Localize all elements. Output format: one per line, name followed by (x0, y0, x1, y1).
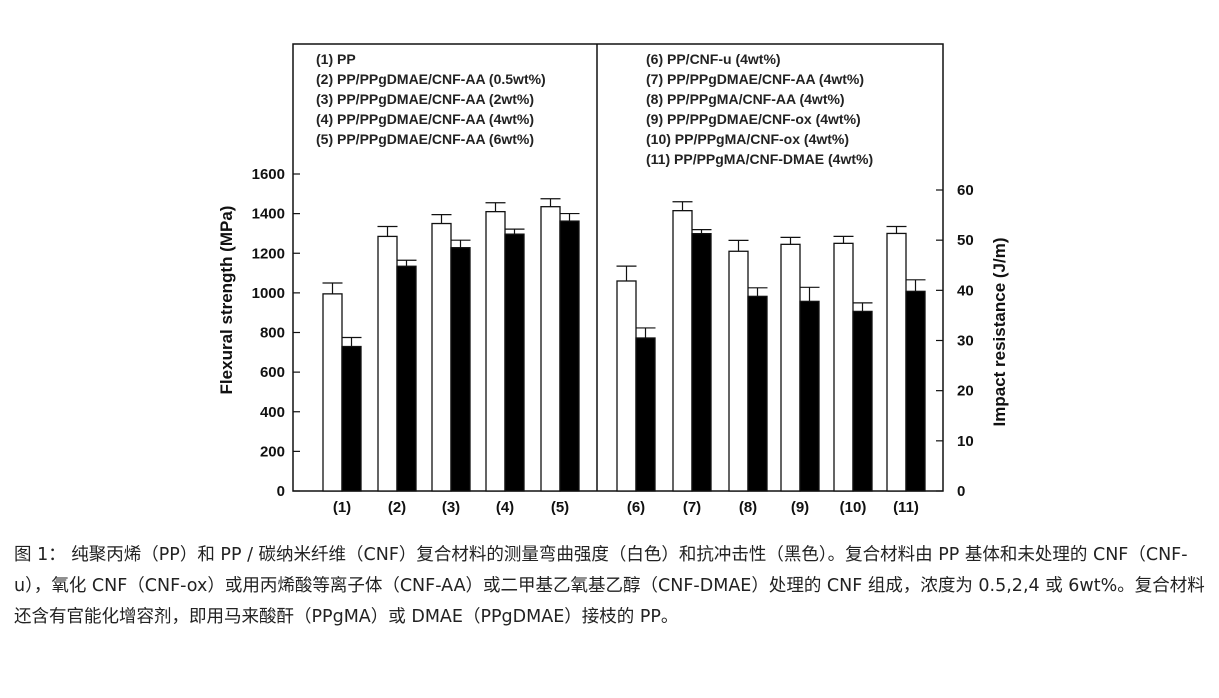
legend-left-entry: (5) PP/PPgDMAE/CNF-AA (6wt%) (316, 131, 534, 147)
flexural-bar (728, 250, 749, 492)
right-tick-label: 20 (957, 383, 974, 400)
right-axis-title: Impact resistance (J/m) (990, 238, 1009, 427)
category-label: (10) (840, 499, 867, 516)
category-label: (3) (442, 499, 460, 516)
impact-bar (905, 290, 926, 492)
left-tick-label: 1000 (252, 285, 285, 302)
left-tick-label: 400 (260, 404, 285, 421)
flexural-bar (672, 210, 693, 492)
legend-right-entry: (7) PP/PPgDMAE/CNF-AA (4wt%) (646, 71, 864, 87)
left-tick-label: 1600 (252, 166, 285, 183)
legend-right-entry: (11) PP/PPgMA/CNF-DMAE (4wt%) (646, 151, 873, 167)
legend-right-entry: (10) PP/PPgMA/CNF-ox (4wt%) (646, 131, 849, 147)
legend-right-entry: (6) PP/CNF-u (4wt%) (646, 51, 781, 67)
left-tick-label: 1200 (252, 245, 285, 262)
impact-bar (635, 337, 656, 492)
flexural-bar (886, 232, 907, 492)
legends: (1) PP (2) PP/PPgDMAE/CNF-AA (0.5wt%) (3) … (316, 51, 873, 167)
flexural-bar (431, 222, 452, 492)
category-label: (6) (627, 499, 645, 516)
left-tick-label: 800 (260, 325, 285, 342)
flexural-bar (485, 210, 506, 492)
impact-bar (341, 345, 362, 492)
left-y-axis: 0 200 400 600 800 1000 1200 1400 1600 (252, 166, 300, 500)
left-tick-label: 200 (260, 443, 285, 460)
category-label: (8) (739, 499, 757, 516)
legend-left-entry: (1) PP (316, 51, 356, 67)
left-axis-title: Flexural strength (MPa) (217, 206, 236, 395)
legend-left-entry: (3) PP/PPgDMAE/CNF-AA (2wt%) (316, 91, 534, 107)
flexural-bar (540, 206, 561, 492)
category-label: (7) (683, 499, 701, 516)
impact-bar (396, 265, 417, 492)
right-y-axis: 0 10 20 30 40 50 60 (936, 182, 974, 500)
right-tick-label: 10 (957, 433, 974, 450)
left-tick-label: 0 (277, 483, 285, 500)
impact-bar (799, 300, 820, 492)
legend-right-entry: (9) PP/PPgDMAE/CNF-ox (4wt%) (646, 111, 861, 127)
impact-bar (559, 220, 580, 492)
flexural-bar (616, 280, 637, 492)
category-label: (2) (388, 499, 406, 516)
right-tick-label: 40 (957, 282, 974, 299)
left-tick-label: 1400 (252, 206, 285, 223)
impact-bar (450, 247, 471, 492)
flexural-bar (377, 235, 398, 492)
flexural-bar (322, 293, 343, 492)
right-tick-label: 60 (957, 182, 974, 199)
category-label: (5) (551, 499, 569, 516)
legend-right-entry: (8) PP/PPgMA/CNF-AA (4wt%) (646, 91, 845, 107)
category-labels: (1) (2) (3) (4) (5) (6) (7) (8) (9) (10) (11) (333, 499, 919, 516)
right-tick-label: 0 (957, 483, 965, 500)
category-label: (11) (893, 499, 919, 516)
category-label: (9) (791, 499, 809, 516)
category-label: (4) (496, 499, 514, 516)
impact-bar (852, 310, 873, 492)
impact-bar (747, 295, 768, 492)
right-tick-label: 50 (957, 232, 974, 249)
figure-caption: 图 1： 纯聚丙烯（PP）和 PP / 碳纳米纤维（CNF）复合材料的测量弯曲强… (14, 545, 1205, 627)
flexural-bar (780, 243, 801, 492)
category-label: (1) (333, 499, 351, 516)
impact-bar (691, 232, 712, 492)
legend-left-entry: (2) PP/PPgDMAE/CNF-AA (0.5wt%) (316, 71, 546, 87)
flexural-impact-chart: 0 200 400 600 800 1000 1200 1400 1600 0 10 20 30 40 5… (217, 43, 1009, 516)
right-tick-label: 30 (957, 333, 974, 350)
flexural-bar (833, 242, 854, 492)
bar-marks (322, 198, 926, 492)
impact-bar (504, 233, 525, 492)
legend-left-entry: (4) PP/PPgDMAE/CNF-AA (4wt%) (316, 111, 534, 127)
left-tick-label: 600 (260, 364, 285, 381)
